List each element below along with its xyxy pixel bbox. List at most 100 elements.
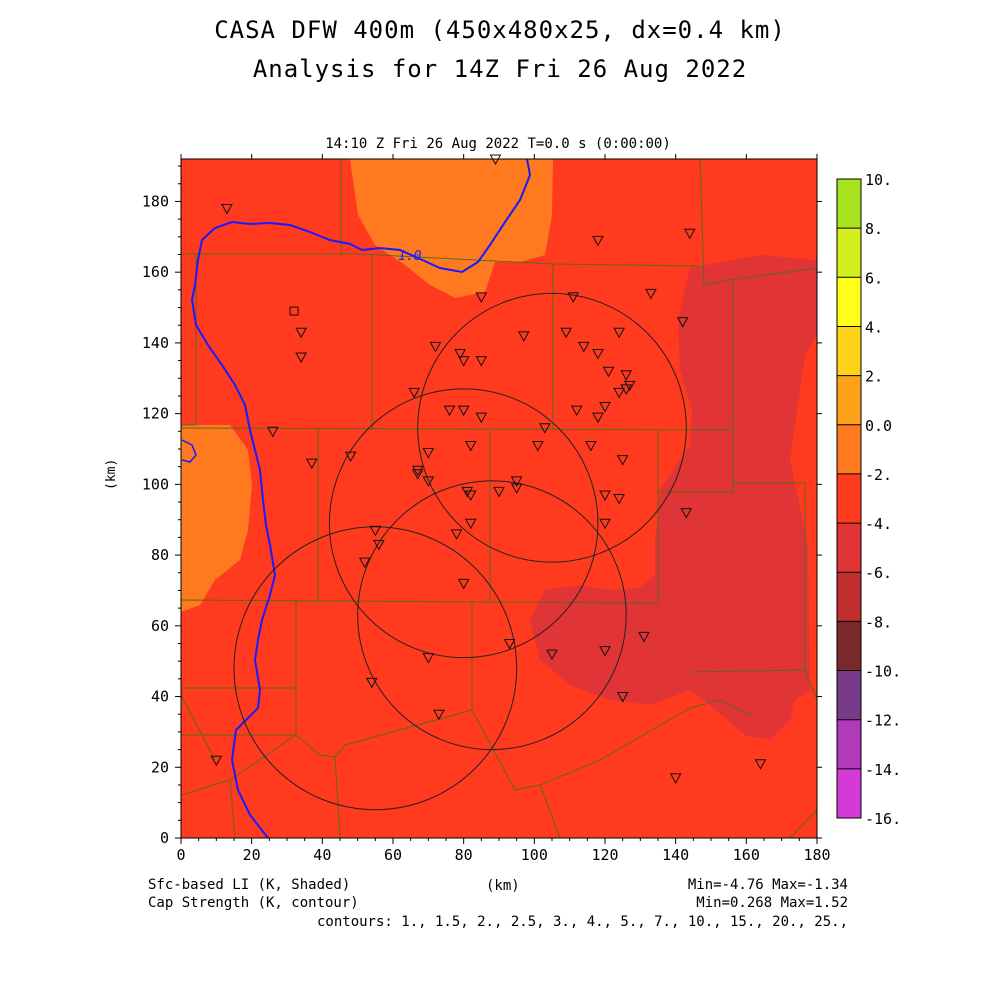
colorbar-swatch-3 (837, 326, 861, 376)
station-marker-16 (577, 341, 590, 353)
colorbar-label-7: -4. (865, 515, 892, 533)
x-tick-label-120: 120 (591, 846, 618, 864)
station-marker-39 (422, 448, 435, 459)
station-marker-25 (443, 405, 456, 417)
x-tick-label-20: 20 (243, 846, 261, 864)
county-line-23 (804, 669, 817, 701)
colorbar-label-1: 8. (865, 220, 883, 238)
valid-time-label: 14:10 Z Fri 26 Aug 2022 T=0.0 s (0:00:00… (325, 136, 671, 152)
x-tick-label-180: 180 (803, 846, 830, 864)
station-marker-9 (295, 352, 307, 364)
colorbar-swatch-12 (837, 768, 861, 818)
station-marker-54 (369, 525, 382, 537)
contour-field-label: Cap Strength (K, contour) (148, 895, 359, 911)
station-marker-41 (411, 469, 424, 480)
station-marker-30 (599, 402, 611, 413)
y-tick-label-120: 120 (142, 405, 169, 423)
colorbar-swatch-10 (837, 670, 861, 720)
y-tick-label-100: 100 (142, 475, 169, 493)
colorbar-swatch-6 (837, 473, 861, 524)
county-line-24 (229, 779, 236, 838)
y-tick-label-40: 40 (151, 688, 169, 706)
x-tick-label-160: 160 (733, 846, 760, 864)
x-tick-label-60: 60 (384, 846, 402, 864)
station-marker-64 (616, 692, 629, 703)
x-tick-label-100: 100 (521, 846, 548, 864)
station-marker-2 (592, 235, 604, 247)
county-line-18 (699, 159, 817, 286)
station-marker-38 (344, 451, 357, 463)
colorbar-border (836, 178, 862, 819)
station-marker-21 (623, 380, 636, 392)
station-marker-32 (539, 423, 551, 434)
county-line-1 (181, 254, 197, 426)
station-marker-34 (532, 440, 544, 452)
y-tick-label-80: 80 (151, 546, 169, 564)
colorbar-label-11: -12. (865, 712, 901, 730)
shaded-field-label: Sfc-based LI (K, Shaded) (148, 877, 351, 893)
station-marker-17 (592, 349, 604, 360)
station-marker-56 (358, 557, 371, 569)
county-line-0 (181, 253, 701, 267)
station-marker-37 (305, 458, 318, 470)
station-marker-7 (676, 317, 689, 328)
county-boundaries (181, 159, 817, 838)
station-marker-63 (365, 677, 378, 689)
colorbar-label-2: 6. (865, 269, 883, 287)
x-tick-label-40: 40 (313, 846, 331, 864)
station-marker-45 (493, 486, 505, 498)
station-marker-31 (267, 426, 279, 438)
station-marker-46 (510, 476, 523, 487)
colorbar-swatch-1 (837, 228, 861, 278)
y-tick-label-180: 180 (142, 192, 169, 210)
station-square-marker (289, 306, 299, 316)
cap-strength-contour: 1.0 (181, 159, 532, 838)
x-tick-label-0: 0 (176, 846, 185, 864)
colorbar-label-4: 2. (865, 368, 883, 386)
station-marker-53 (450, 529, 463, 540)
station-marker-19 (602, 366, 615, 378)
station-marker-12 (457, 356, 470, 367)
y-tick-label-60: 60 (151, 617, 169, 635)
station-marker-66 (210, 755, 223, 767)
station-marker-15 (560, 327, 572, 339)
station-marker-40 (411, 465, 424, 477)
colorbar-swatch-2 (837, 277, 861, 327)
station-marker-55 (373, 539, 385, 551)
colorbar-swatch-7 (837, 523, 861, 573)
colorbar-label-8: -6. (865, 564, 892, 582)
shaded-field (181, 159, 817, 838)
contour-levels: contours: 1., 1.5, 2., 2.5, 3., 4., 5., … (316, 914, 848, 930)
colorbar-label-6: -2. (865, 466, 892, 484)
station-marker-48 (599, 490, 611, 501)
colorbar: 10. 8. 6. 4. 2. 0.0 -2. -4. -6. -8. -10. -12. -14. -1… (836, 171, 901, 828)
axis-ticks: 0 20 40 60 80 100 120 140 160 180 0 20 40 60 80 100 120 1… (142, 154, 831, 864)
station-marker-57 (457, 578, 470, 590)
colorbar-label-13: -16. (865, 810, 901, 828)
station-marker-58 (638, 631, 650, 643)
station-marker-50 (680, 508, 693, 519)
county-line-21 (539, 784, 561, 838)
x-axis-label: (km) (486, 878, 520, 894)
station-marker-47 (510, 483, 523, 494)
range-ring-1 (328, 388, 599, 659)
station-marker-11 (454, 349, 466, 360)
colorbar-label-3: 4. (865, 318, 883, 336)
county-line-15 (471, 699, 751, 791)
station-marker-36 (616, 455, 629, 466)
region-north-orange (350, 159, 553, 298)
x-tick-label-140: 140 (662, 846, 689, 864)
station-marker-67 (669, 773, 682, 784)
colorbar-swatch-9 (837, 621, 861, 671)
station-marker-28 (570, 405, 583, 417)
cap-contour-small (181, 439, 197, 463)
county-line-9 (181, 599, 659, 604)
y-axis-label: (km) (104, 458, 119, 490)
station-marker-8 (295, 327, 307, 339)
station-marker-42 (422, 476, 435, 487)
station-markers (210, 154, 767, 784)
county-line-5 (181, 427, 734, 431)
x-tick-label-80: 80 (455, 846, 473, 864)
station-marker-35 (585, 440, 597, 452)
